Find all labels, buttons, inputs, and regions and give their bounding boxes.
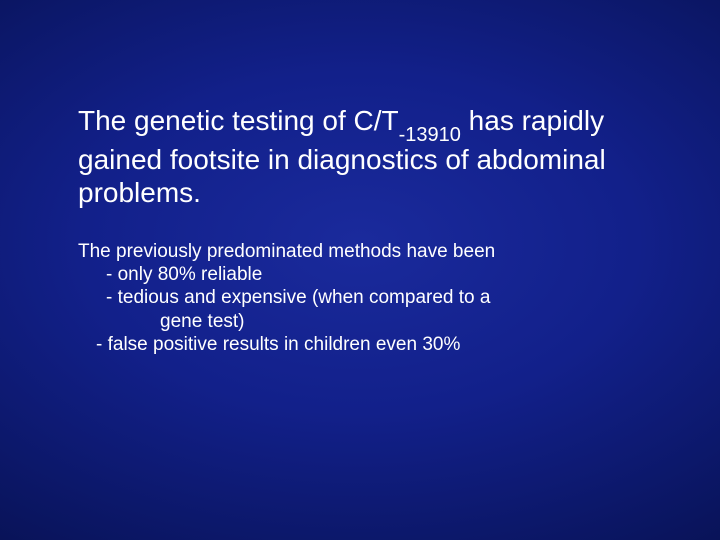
- title-subscript: -13910: [399, 124, 461, 146]
- slide-body: The previously predominated methods have…: [78, 240, 640, 356]
- body-bullet-2-line2: gene test): [78, 310, 640, 333]
- body-bullet-1: - only 80% reliable: [78, 263, 640, 286]
- body-lead: The previously predominated methods have…: [78, 240, 640, 263]
- slide: The genetic testing of C/T-13910 has rap…: [0, 0, 720, 540]
- body-bullet-3: - false positive results in children eve…: [78, 333, 640, 356]
- title-pre: The genetic testing of C/T: [78, 105, 399, 136]
- body-bullet-2-line1: - tedious and expensive (when compared t…: [78, 286, 640, 309]
- slide-title: The genetic testing of C/T-13910 has rap…: [78, 104, 660, 209]
